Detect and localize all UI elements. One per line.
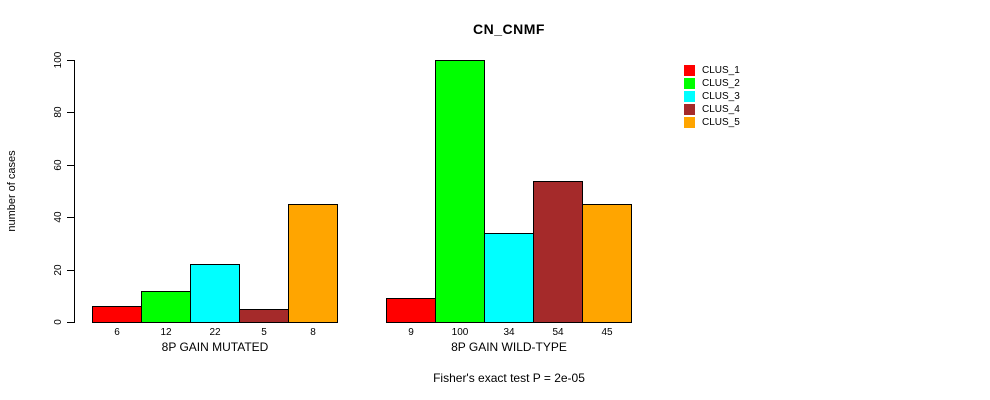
legend-swatch-clus_3 xyxy=(684,91,695,102)
y-tick-mark xyxy=(67,270,74,271)
bar-value-label: 54 xyxy=(552,327,564,338)
x-category-label: 8P GAIN WILD-TYPE xyxy=(451,340,567,354)
bar-value-label: 6 xyxy=(114,327,120,338)
legend-item: CLUS_3 xyxy=(684,90,740,103)
y-tick-label: 100 xyxy=(53,51,64,69)
bar-value-label: 12 xyxy=(160,327,172,338)
legend-label: CLUS_4 xyxy=(702,104,740,115)
legend: CLUS_1 CLUS_2 CLUS_3 CLUS_4 CLUS_5 xyxy=(684,64,740,129)
bar-clus_2-1 xyxy=(141,291,191,323)
y-tick-mark xyxy=(67,112,74,113)
legend-swatch-clus_4 xyxy=(684,104,695,115)
legend-swatch-clus_5 xyxy=(684,117,695,128)
y-tick-label: 40 xyxy=(53,211,64,223)
chart-title: CN_CNMF xyxy=(473,21,545,37)
legend-swatch-clus_2 xyxy=(684,78,695,89)
y-tick-label: 80 xyxy=(53,106,64,118)
bar-clus_1-1 xyxy=(92,306,142,323)
y-tick-mark xyxy=(67,165,74,166)
bar-clus_5-1 xyxy=(288,204,338,323)
legend-label: CLUS_1 xyxy=(702,65,740,76)
legend-item: CLUS_4 xyxy=(684,103,740,116)
bar-value-label: 45 xyxy=(601,327,613,338)
legend-label: CLUS_5 xyxy=(702,117,740,128)
bar-value-label: 5 xyxy=(261,327,267,338)
legend-label: CLUS_2 xyxy=(702,78,740,89)
legend-item: CLUS_5 xyxy=(684,116,740,129)
y-tick-mark xyxy=(67,217,74,218)
bar-value-label: 8 xyxy=(310,327,316,338)
bar-clus_3-1 xyxy=(190,264,240,323)
y-tick-label: 60 xyxy=(53,159,64,171)
y-tick-mark xyxy=(67,322,74,323)
legend-item: CLUS_1 xyxy=(684,64,740,77)
footnote-fisher-test: Fisher's exact test P = 2e-05 xyxy=(433,371,585,385)
bar-clus_2-2 xyxy=(435,60,485,323)
bar-value-label: 9 xyxy=(408,327,414,338)
legend-item: CLUS_2 xyxy=(684,77,740,90)
bar-clus_4-1 xyxy=(239,309,289,323)
y-axis-line xyxy=(74,60,75,323)
legend-swatch-clus_1 xyxy=(684,65,695,76)
bar-clus_5-2 xyxy=(582,204,632,323)
y-tick-label: 20 xyxy=(53,264,64,276)
bar-value-label: 100 xyxy=(451,327,469,338)
bar-clus_3-2 xyxy=(484,233,534,323)
y-axis-label: number of cases xyxy=(6,150,18,232)
bar-value-label: 34 xyxy=(503,327,515,338)
bar-clus_4-2 xyxy=(533,181,583,323)
legend-label: CLUS_3 xyxy=(702,91,740,102)
bar-clus_1-2 xyxy=(386,298,436,323)
y-tick-mark xyxy=(67,60,74,61)
y-tick-label: 0 xyxy=(53,319,64,325)
x-category-label: 8P GAIN MUTATED xyxy=(161,340,269,354)
bar-value-label: 22 xyxy=(209,327,221,338)
